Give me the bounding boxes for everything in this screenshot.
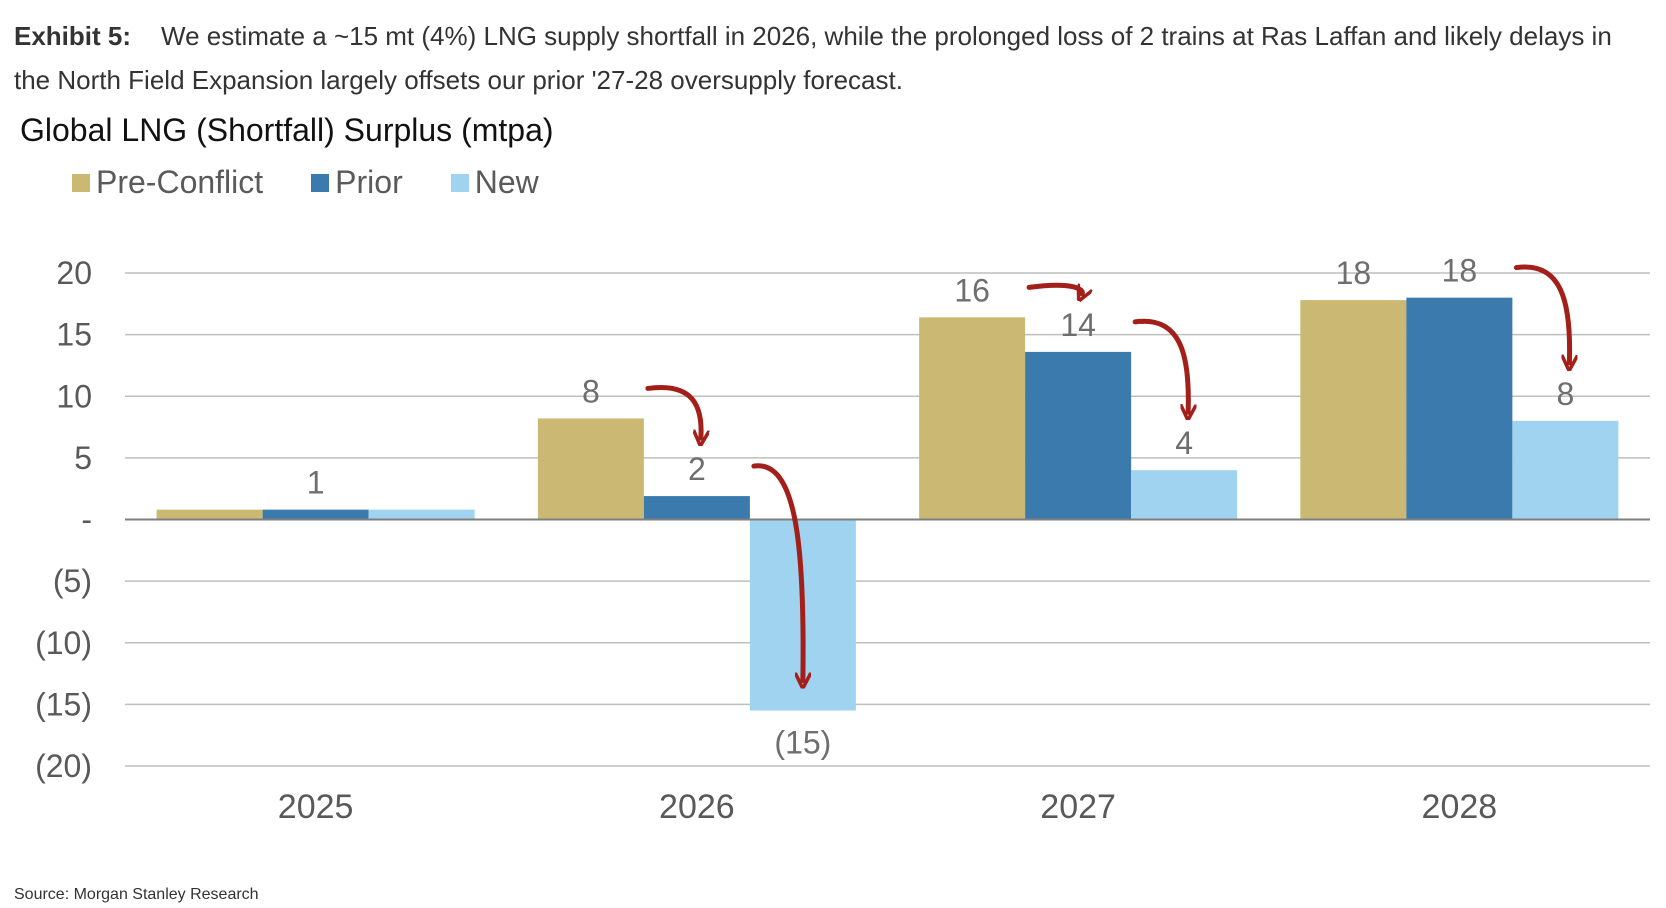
y-tick-label-10: 10 bbox=[56, 378, 92, 414]
bar-prior-2028 bbox=[1406, 297, 1513, 520]
annotation-arrow-2027-3 bbox=[1026, 282, 1082, 294]
bar-pre-conflict-2026 bbox=[537, 418, 644, 520]
exhibit-label: Exhibit 5: bbox=[14, 21, 132, 51]
exhibit-caption: Exhibit 5: We estimate a ~15 mt (4%) LNG … bbox=[14, 14, 1634, 102]
chart-legend: Pre-Conflict Prior New bbox=[72, 164, 587, 201]
bar-prior-2027 bbox=[1025, 351, 1132, 520]
data-label-prior-2027: 14 bbox=[1060, 307, 1096, 343]
data-label-prior-2025: 1 bbox=[307, 465, 325, 501]
y-tick-label--10-: (10) bbox=[35, 625, 92, 661]
bar-new-2027 bbox=[1131, 470, 1238, 520]
y-tick-label--15-: (15) bbox=[35, 686, 92, 722]
legend-item-new: New bbox=[450, 164, 539, 201]
source-note: Source: Morgan Stanley Research bbox=[14, 886, 259, 903]
y-tick-label-15: 15 bbox=[56, 317, 92, 353]
data-label-pre-conflict-2027: 16 bbox=[954, 272, 990, 308]
bar-prior-2025 bbox=[262, 509, 369, 520]
y-tick-label--: - bbox=[81, 502, 92, 538]
annotation-arrow-2027-4 bbox=[1132, 318, 1188, 412]
legend-swatch-prior bbox=[311, 173, 330, 192]
x-tick-label-2027: 2027 bbox=[1040, 788, 1116, 826]
data-label-pre-conflict-2028: 18 bbox=[1336, 255, 1372, 291]
data-label-new-2027: 4 bbox=[1175, 425, 1193, 461]
legend-label-new: New bbox=[474, 164, 539, 200]
bar-pre-conflict-2028 bbox=[1300, 300, 1407, 520]
legend-label-prior: Prior bbox=[335, 164, 403, 200]
legend-label-pre-conflict: Pre-Conflict bbox=[96, 164, 264, 200]
data-label-prior-2028: 18 bbox=[1442, 253, 1478, 289]
annotation-arrow-2026-2 bbox=[751, 463, 803, 681]
y-tick-label-5: 5 bbox=[74, 440, 92, 476]
x-tick-label-2028: 2028 bbox=[1422, 788, 1498, 826]
data-label-pre-conflict-2026: 8 bbox=[582, 373, 600, 409]
chart-title: Global LNG (Shortfall) Surplus (mtpa) bbox=[20, 112, 554, 148]
annotation-arrow-2026-1 bbox=[645, 385, 701, 438]
x-tick-label-2025: 2025 bbox=[278, 788, 354, 826]
bar-pre-conflict-2025 bbox=[156, 509, 263, 520]
data-label-new-2026: (15) bbox=[774, 725, 831, 761]
data-label-prior-2026: 2 bbox=[688, 451, 706, 487]
legend-swatch-new bbox=[450, 173, 469, 192]
bar-pre-conflict-2027 bbox=[919, 317, 1026, 520]
bar-new-2028 bbox=[1512, 420, 1619, 520]
legend-item-pre-conflict: Pre-Conflict bbox=[72, 164, 263, 201]
annotation-arrow-2028-5 bbox=[1513, 264, 1569, 363]
bar-prior-2026 bbox=[643, 496, 750, 520]
bar-new-2025 bbox=[368, 509, 475, 520]
y-tick-label--20-: (20) bbox=[35, 748, 92, 784]
legend-item-prior: Prior bbox=[311, 164, 403, 201]
data-label-new-2028: 8 bbox=[1556, 376, 1574, 412]
x-tick-label-2026: 2026 bbox=[659, 788, 735, 826]
legend-swatch-pre-conflict bbox=[72, 173, 90, 192]
exhibit-caption-text: We estimate a ~15 mt (4%) LNG supply sho… bbox=[14, 21, 1612, 95]
y-tick-label-20: 20 bbox=[56, 255, 92, 291]
y-tick-label--5-: (5) bbox=[53, 563, 92, 599]
